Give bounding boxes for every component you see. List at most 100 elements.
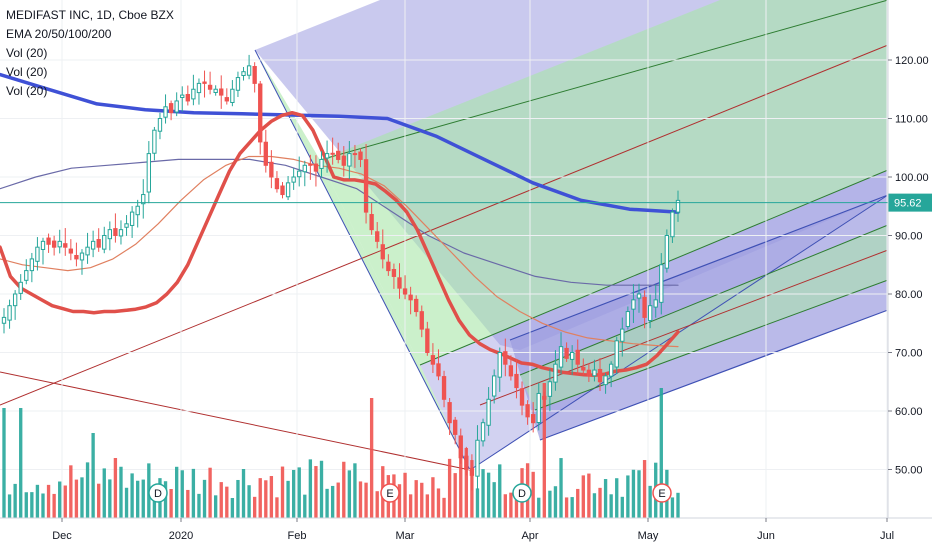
volume-bar — [514, 497, 519, 518]
candle-body — [475, 439, 480, 477]
candle-body — [347, 153, 352, 167]
candle-body — [386, 261, 391, 272]
candle-body — [458, 435, 463, 459]
y-tick-label: 100.00 — [895, 172, 929, 184]
candle-body — [185, 93, 190, 102]
candle-body — [85, 246, 90, 256]
candle-body — [174, 100, 179, 113]
volume-bar — [475, 488, 480, 518]
candle-body — [336, 150, 341, 160]
volume-bar — [152, 493, 157, 518]
earnings-marker-label: E — [658, 488, 665, 500]
candle-body — [241, 71, 246, 77]
legend-vol-3[interactable]: Vol (20) — [6, 84, 48, 98]
volume-bar — [24, 492, 28, 518]
volume-bar — [420, 482, 424, 518]
volume-bar — [280, 466, 285, 518]
pitchfork-inner-bottom — [539, 309, 889, 441]
candle-body — [625, 311, 631, 327]
volume-bar — [197, 493, 201, 518]
candle-body — [57, 240, 62, 248]
candle-body — [497, 352, 502, 378]
candle-body — [213, 88, 218, 93]
candle-body — [207, 84, 213, 90]
candle-body — [68, 248, 74, 254]
volume-bar — [498, 464, 502, 518]
volume-bar — [58, 481, 62, 518]
legend-ema[interactable]: EMA 20/50/100/200 — [6, 27, 112, 41]
earnings-marker — [652, 483, 672, 503]
candle-body — [302, 164, 307, 173]
candle-body — [330, 152, 335, 155]
candle-body — [24, 270, 29, 281]
volume-bar — [113, 458, 118, 518]
volume-bar — [230, 497, 235, 518]
volume-bar — [208, 467, 212, 518]
volume-bar — [603, 479, 608, 518]
pitchfork-drawing[interactable] — [0, 0, 889, 471]
volume-bar — [141, 479, 145, 518]
candle-body — [464, 455, 469, 470]
volume-bar — [108, 479, 112, 518]
y-tick-label: 70.00 — [895, 348, 923, 360]
candle-body — [631, 299, 636, 310]
candle-body — [525, 404, 530, 418]
volume-bar — [46, 484, 51, 518]
candle-body — [90, 240, 96, 250]
volume-bar — [642, 460, 647, 518]
candle-body — [397, 277, 402, 289]
candle-body — [297, 170, 302, 178]
candle-body — [230, 88, 235, 103]
volume-bar — [542, 383, 546, 518]
candle-body — [1, 316, 7, 324]
pitchfork-inner-green-bottom — [534, 279, 889, 411]
candle-body — [542, 395, 547, 400]
volume-bar — [459, 448, 463, 518]
candle-body — [531, 414, 536, 424]
volume-bar — [353, 463, 357, 518]
candle-body — [480, 422, 486, 442]
legend-title: MEDIFAST INC, 1D, Cboe BZX — [6, 8, 174, 22]
volume-bar — [241, 469, 246, 518]
last-price-label: 95.62 — [894, 198, 922, 210]
candle-body — [375, 231, 380, 242]
pitchfork-inner-green-top — [519, 224, 889, 376]
y-tick-label: 50.00 — [895, 465, 923, 477]
volume-bar — [119, 466, 123, 518]
volume-bar — [676, 492, 680, 518]
volume-bar — [559, 458, 563, 518]
candle-body — [168, 103, 174, 114]
x-tick-label: Apr — [521, 530, 538, 542]
candle-body — [547, 381, 553, 397]
volume-bar — [408, 494, 413, 518]
pitchfork-inner-top — [509, 194, 889, 341]
candle-body — [269, 161, 274, 178]
volume-bar — [481, 469, 485, 518]
y-tick-label: 110.00 — [895, 114, 928, 126]
volume-bar — [236, 479, 240, 518]
candle-body — [219, 88, 224, 96]
candle-body — [586, 369, 592, 377]
candle-body — [519, 388, 525, 406]
candle-body — [536, 392, 541, 424]
candle-body — [391, 268, 397, 277]
candle-body — [514, 373, 519, 389]
candle-body — [597, 368, 603, 383]
earnings-marker-label: E — [386, 488, 393, 500]
candle-body — [313, 163, 319, 172]
legend-vol-2[interactable]: Vol (20) — [6, 65, 48, 79]
volume-bar — [169, 489, 173, 518]
pitchfork-line-a — [319, 0, 889, 161]
candle-body — [63, 243, 68, 248]
candle-body — [40, 240, 46, 250]
candle-body — [308, 163, 313, 166]
volume-bar — [252, 496, 257, 518]
candle-body — [675, 199, 681, 213]
candle-body — [402, 288, 408, 295]
legend-vol-1[interactable]: Vol (20) — [6, 46, 48, 60]
candle-body — [319, 158, 324, 169]
volume-bar — [102, 468, 106, 518]
dividend-marker-label: D — [154, 488, 162, 500]
